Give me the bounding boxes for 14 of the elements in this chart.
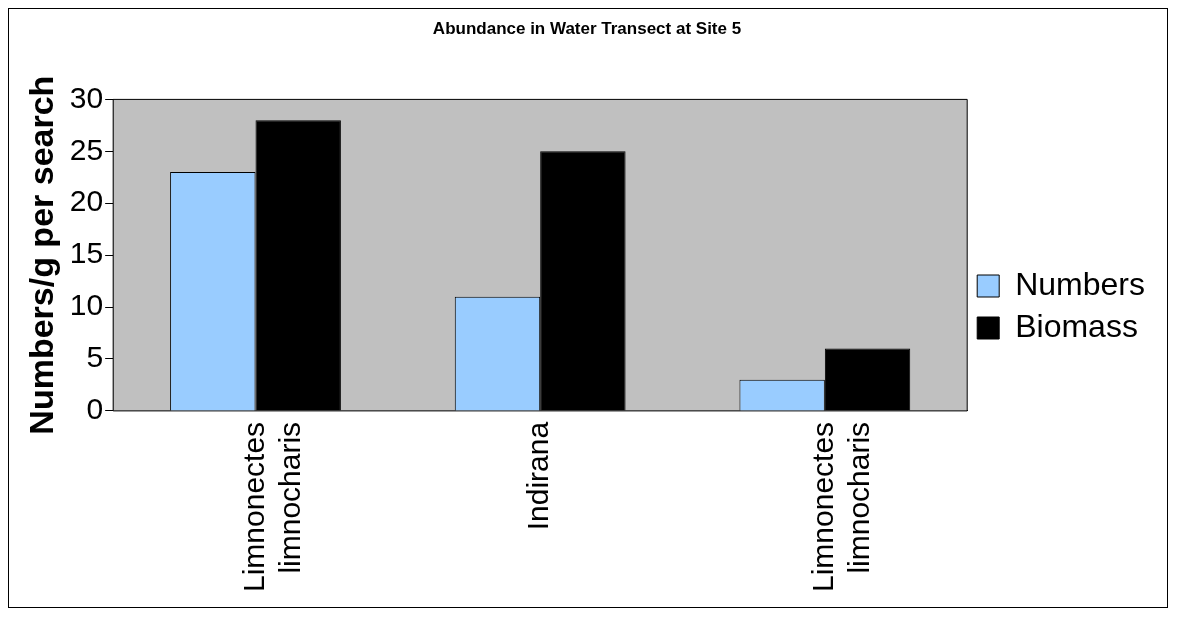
y-tick-label: 10 bbox=[69, 288, 104, 322]
y-tick-label: 0 bbox=[86, 392, 104, 426]
y-tick-label: 30 bbox=[69, 80, 104, 114]
y-tick-label: 25 bbox=[69, 132, 104, 166]
legend-label: Numbers bbox=[1015, 265, 1145, 302]
chart-title: Abundance in Water Transect at Site 5 bbox=[432, 18, 742, 38]
y-tick-label: 15 bbox=[69, 236, 104, 270]
legend-label: Biomass bbox=[1015, 307, 1138, 344]
x-tick-label: Limnonectes limnocharis bbox=[236, 421, 306, 593]
y-tick-label: 20 bbox=[69, 184, 104, 218]
x-tick-label: Limnonectes limnocharis bbox=[806, 421, 876, 593]
y-axis-title: Numbers/g per search bbox=[21, 75, 60, 435]
y-tick-label: 5 bbox=[86, 340, 104, 374]
x-tick-label: Indirana bbox=[521, 421, 555, 531]
